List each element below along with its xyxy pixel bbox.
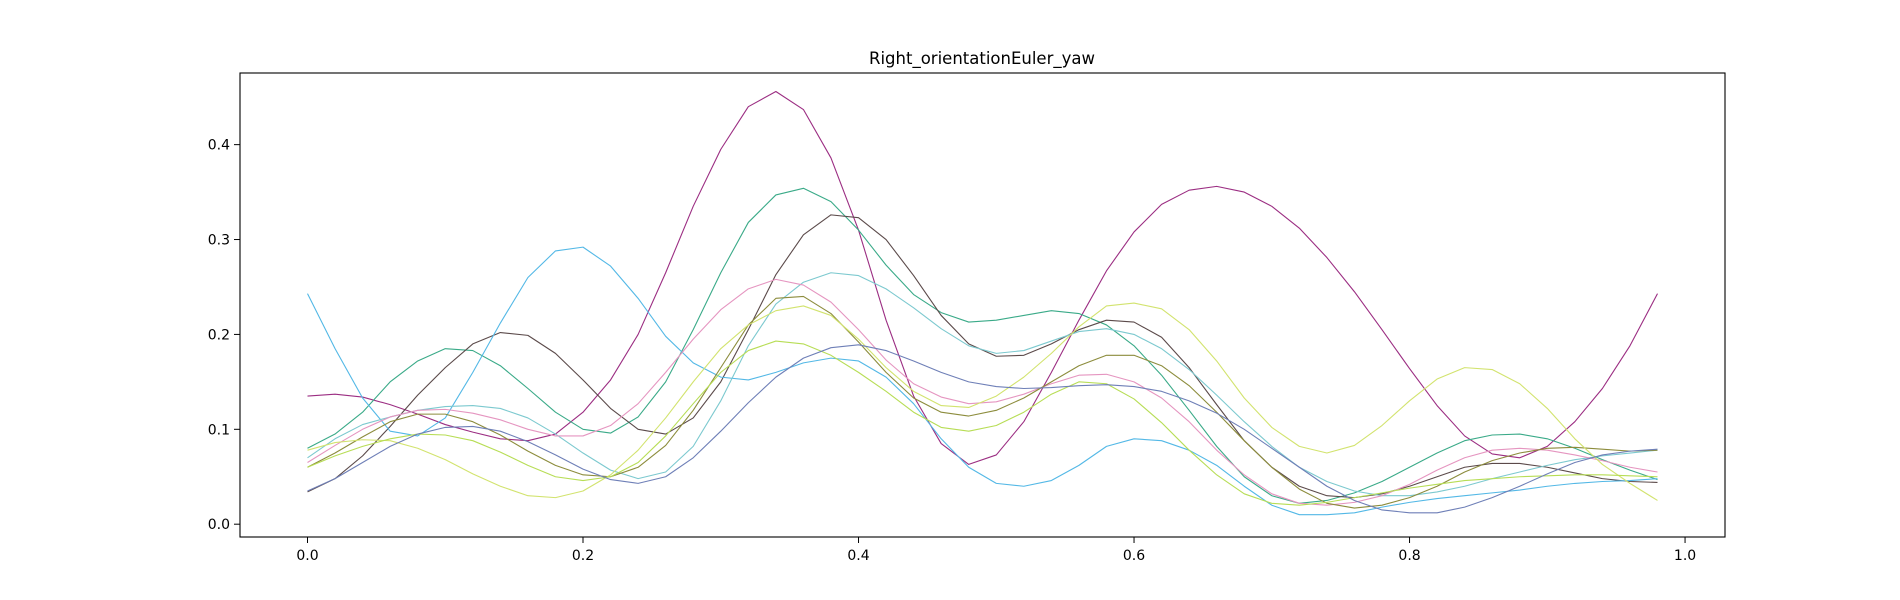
series-line-7 xyxy=(307,295,1658,509)
y-tick-label: 0.1 xyxy=(208,422,230,438)
x-tick-label: 0.4 xyxy=(847,548,869,564)
series-line-10 xyxy=(307,344,1658,514)
x-tick-label: 1.0 xyxy=(1674,548,1696,564)
x-tick-label: 0.2 xyxy=(572,548,594,564)
series-line-9 xyxy=(307,340,1658,506)
y-tick-label: 0.4 xyxy=(208,138,230,154)
y-tick-label: 0.0 xyxy=(208,517,230,533)
y-tick-label: 0.2 xyxy=(208,327,230,343)
chart-title: Right_orientationEuler_yaw xyxy=(869,49,1095,69)
series-layer xyxy=(307,90,1658,516)
y-tick-label: 0.3 xyxy=(208,233,230,249)
series-line-2 xyxy=(307,187,1658,504)
series-line-4 xyxy=(307,246,1658,516)
x-tick-label: 0.8 xyxy=(1398,548,1420,564)
y-axis: 0.0 0.1 0.2 0.3 0.4 xyxy=(208,138,240,533)
series-line-6 xyxy=(307,278,1658,506)
series-line-5 xyxy=(307,272,1658,497)
series-line-1 xyxy=(307,90,1658,465)
series-line-8 xyxy=(307,302,1658,501)
x-tick-label: 0.0 xyxy=(296,548,318,564)
plot-frame xyxy=(239,72,1726,538)
x-axis: 0.0 0.2 0.4 0.6 0.8 1.0 xyxy=(296,537,1696,564)
series-line-3 xyxy=(307,214,1658,499)
x-tick-label: 0.6 xyxy=(1123,548,1145,564)
